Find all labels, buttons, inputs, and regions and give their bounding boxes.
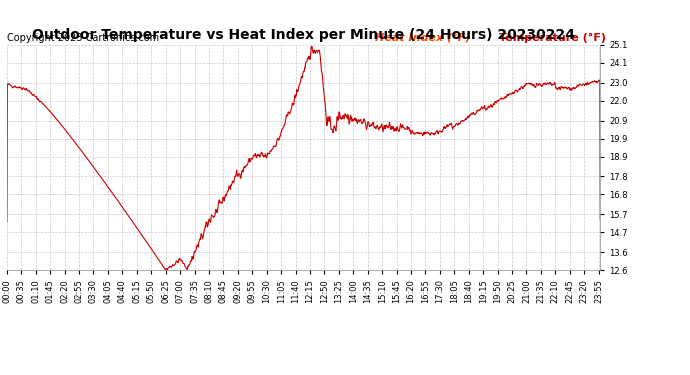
Text: Heat Index (°F): Heat Index (°F) [375, 33, 471, 43]
Text: Temperature (°F): Temperature (°F) [500, 33, 607, 43]
Text: Copyright 2023 Cartronics.com: Copyright 2023 Cartronics.com [7, 33, 159, 43]
Title: Outdoor Temperature vs Heat Index per Minute (24 Hours) 20230224: Outdoor Temperature vs Heat Index per Mi… [32, 28, 575, 42]
